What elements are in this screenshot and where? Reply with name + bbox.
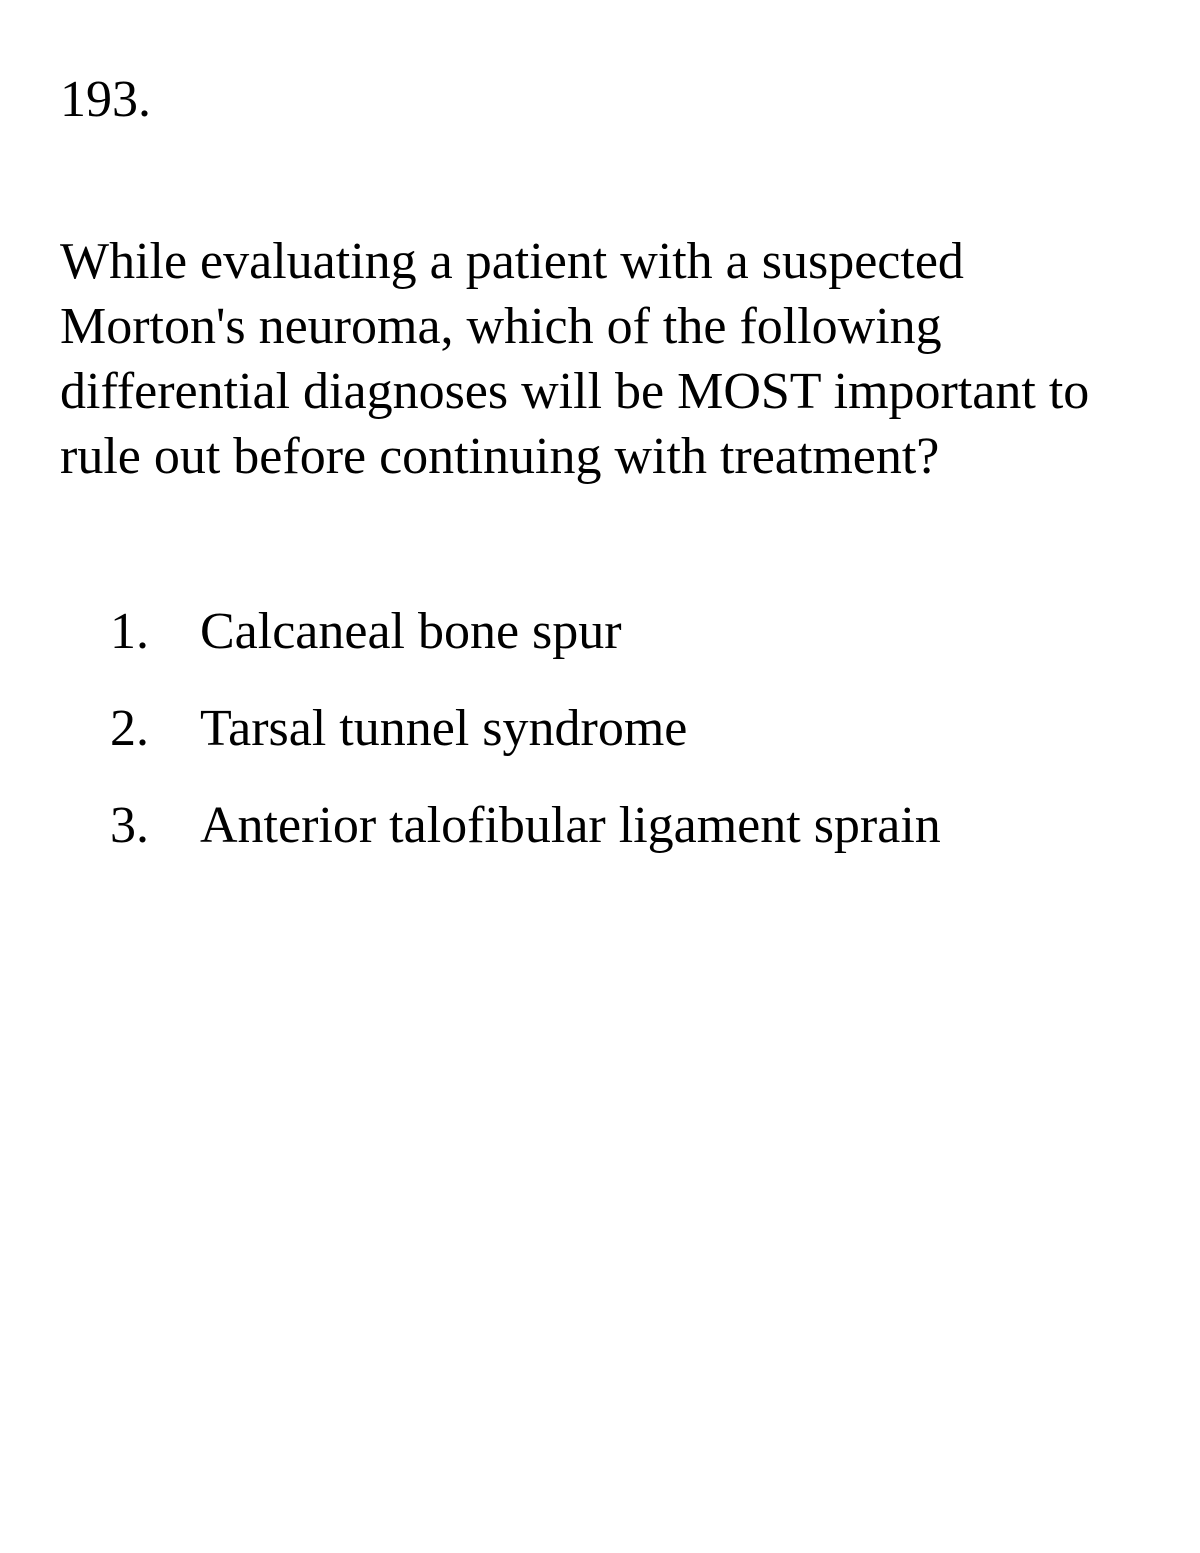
option-text: Calcaneal bone spur: [200, 599, 1140, 664]
option-item: 3. Anterior talofibular ligament sprain: [110, 793, 1140, 858]
question-text: While evaluating a patient with a suspec…: [60, 229, 1140, 489]
option-item: 2. Tarsal tunnel syndrome: [110, 696, 1140, 761]
options-list: 1. Calcaneal bone spur 2. Tarsal tunnel …: [60, 599, 1140, 858]
option-text: Tarsal tunnel syndrome: [200, 696, 1140, 761]
option-number: 3.: [110, 793, 200, 858]
question-number: 193.: [60, 70, 1140, 129]
option-number: 1.: [110, 599, 200, 664]
option-number: 2.: [110, 696, 200, 761]
option-text: Anterior talofibular ligament sprain: [200, 793, 1140, 858]
option-item: 1. Calcaneal bone spur: [110, 599, 1140, 664]
